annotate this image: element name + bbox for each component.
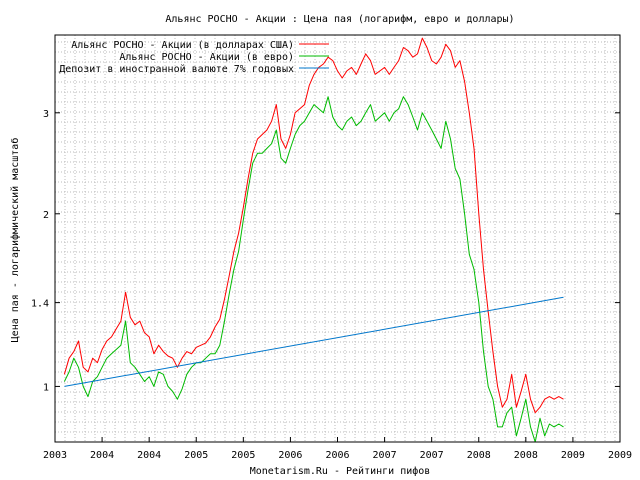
y-tick-label: 1: [43, 382, 49, 393]
x-tick-label: 2008: [467, 450, 491, 461]
x-tick-label: 2008: [514, 450, 538, 461]
x-tick-label: 2005: [184, 450, 208, 461]
x-tick-label: 2004: [90, 450, 114, 461]
x-tick-label: 2003: [43, 450, 67, 461]
series-line-3: [64, 296, 564, 387]
series-line-2: [63, 96, 564, 443]
x-tick-label: 2007: [420, 450, 444, 461]
x-tick-label: 2006: [325, 450, 349, 461]
y-axis-label: Цена пая - логарифмический масштаб: [9, 138, 21, 343]
x-tick-label: 2007: [373, 450, 397, 461]
legend-label: Альянс РОСНО - Акции (в долларах США): [71, 40, 294, 51]
y-axis: 1 1.4 2 3: [31, 109, 620, 393]
legend-label: Депозит в иностранной валюте 7% годовых: [59, 63, 294, 75]
x-axis: 2003 2004 2004 2005 2005 2006 2006 2007 2007 2008…: [43, 437, 632, 461]
chart-title: Альянс РОСНО - Акции : Цена пая (логариф…: [165, 13, 514, 25]
legend: Альянс РОСНО - Акции (в долларах США)Аль…: [59, 40, 329, 75]
x-tick-label: 2009: [608, 450, 632, 461]
legend-label: Альянс РОСНО - Акции (в евро): [119, 52, 294, 63]
x-tick-label: 2009: [561, 450, 585, 461]
x-tick-label: 2006: [278, 450, 302, 461]
y-tick-label: 2: [43, 210, 49, 221]
x-axis-label: Monetarism.Ru - Рейтинги пифов: [250, 465, 431, 477]
x-tick-label: 2004: [137, 450, 161, 461]
x-tick-label: 2005: [231, 450, 255, 461]
y-tick-label: 1.4: [31, 299, 49, 310]
series-line-1: [63, 37, 564, 414]
grid: [54, 35, 620, 443]
y-tick-label: 3: [43, 109, 49, 120]
series-layer: [63, 37, 564, 443]
